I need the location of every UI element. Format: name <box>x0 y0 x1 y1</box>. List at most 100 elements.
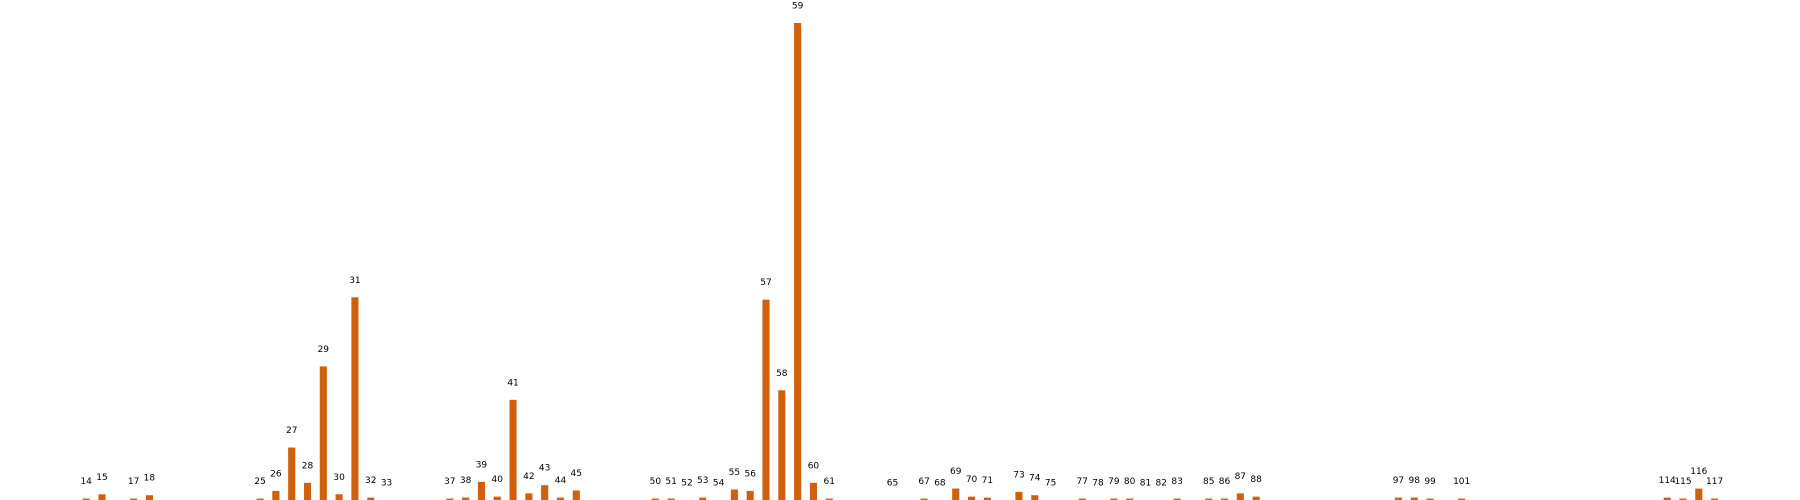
bar-label: 14 <box>80 477 92 487</box>
bar-label: 42 <box>523 472 534 482</box>
bar <box>82 498 90 500</box>
bar-label: 71 <box>982 476 993 486</box>
bar-label: 26 <box>270 469 282 479</box>
bar-label: 56 <box>744 469 756 479</box>
bar-label: 58 <box>776 369 788 379</box>
bar <box>1220 498 1229 500</box>
bar-label: 59 <box>792 2 804 12</box>
bar <box>541 485 549 500</box>
bar <box>762 299 770 500</box>
bar-label: 50 <box>650 477 662 487</box>
bar <box>1394 497 1402 500</box>
bar-label: 97 <box>1393 476 1404 486</box>
bar <box>1410 497 1418 500</box>
bar-label: 57 <box>760 278 771 288</box>
bar-label: 44 <box>555 476 567 486</box>
bar <box>1679 498 1687 500</box>
bar-label: 83 <box>1171 477 1182 487</box>
bar <box>920 498 928 500</box>
bar-label: 31 <box>349 276 360 286</box>
bar <box>462 497 470 500</box>
bar <box>1126 498 1134 500</box>
bar <box>1252 496 1260 500</box>
bar <box>288 447 296 500</box>
bar <box>446 498 454 500</box>
bar <box>983 497 991 500</box>
bar-label: 115 <box>1674 477 1691 487</box>
bar-label: 25 <box>254 477 265 487</box>
bar-label: 54 <box>713 479 725 489</box>
bar-label: 55 <box>729 468 740 478</box>
bar-label: 98 <box>1409 476 1421 486</box>
bar <box>1711 498 1719 500</box>
bar-label: 27 <box>286 426 297 436</box>
bar-label: 45 <box>571 469 582 479</box>
bar <box>1078 498 1086 500</box>
bar-label: 51 <box>665 477 676 487</box>
bar-label: 67 <box>918 477 929 487</box>
bar-label: 73 <box>1013 470 1024 480</box>
bar-label: 15 <box>96 473 107 483</box>
bar <box>130 498 138 500</box>
bar <box>1015 491 1023 500</box>
bar <box>351 297 359 500</box>
bar-label: 81 <box>1140 479 1151 489</box>
bar <box>367 497 375 500</box>
bar-label: 86 <box>1219 477 1231 487</box>
bar-label: 65 <box>887 479 898 489</box>
bar-label: 87 <box>1235 472 1246 482</box>
bar-label: 77 <box>1076 477 1087 487</box>
bar-label: 79 <box>1108 477 1120 487</box>
bar-label: 39 <box>476 460 488 470</box>
bar-label: 38 <box>460 476 472 486</box>
bar-label: 18 <box>144 474 156 484</box>
bar-label: 82 <box>1156 479 1167 489</box>
bar-label: 28 <box>302 461 314 471</box>
bar <box>335 494 343 500</box>
bar <box>778 390 786 500</box>
bar <box>794 23 802 500</box>
bar-label: 61 <box>824 477 835 487</box>
bar-label: 70 <box>966 475 978 485</box>
bar <box>509 399 517 500</box>
bar-label: 99 <box>1424 477 1436 487</box>
bar <box>572 490 580 500</box>
bar <box>730 489 738 500</box>
bar-label: 37 <box>444 477 455 487</box>
bar-label: 85 <box>1203 477 1214 487</box>
bar-label: 32 <box>365 476 376 486</box>
bar-label: 41 <box>507 378 518 388</box>
bar-label: 17 <box>128 477 139 487</box>
bar <box>272 490 280 500</box>
bar <box>825 498 833 500</box>
bar <box>145 495 153 500</box>
bar-label: 53 <box>697 476 708 486</box>
bar <box>256 498 264 500</box>
bar <box>1031 495 1039 500</box>
bar <box>967 496 976 500</box>
bar <box>98 494 106 500</box>
bar <box>1663 497 1671 500</box>
bar <box>303 482 312 500</box>
bar <box>1236 493 1244 500</box>
bar <box>477 481 485 500</box>
bar <box>1458 498 1466 500</box>
bar <box>952 488 960 500</box>
bar-label: 116 <box>1690 467 1707 477</box>
bar-label: 29 <box>318 345 330 355</box>
bar-label: 69 <box>950 467 962 477</box>
bar-label: 30 <box>333 473 345 483</box>
bar-label: 117 <box>1706 477 1723 487</box>
bar-label: 114 <box>1659 476 1676 486</box>
bar-label: 60 <box>808 461 820 471</box>
bar-label: 80 <box>1124 477 1136 487</box>
bar <box>746 490 754 500</box>
bar-label: 74 <box>1029 474 1041 484</box>
bar <box>525 493 533 500</box>
bar <box>1110 498 1118 500</box>
bar-label: 33 <box>381 479 392 489</box>
bar <box>319 366 327 500</box>
bar <box>651 498 659 500</box>
